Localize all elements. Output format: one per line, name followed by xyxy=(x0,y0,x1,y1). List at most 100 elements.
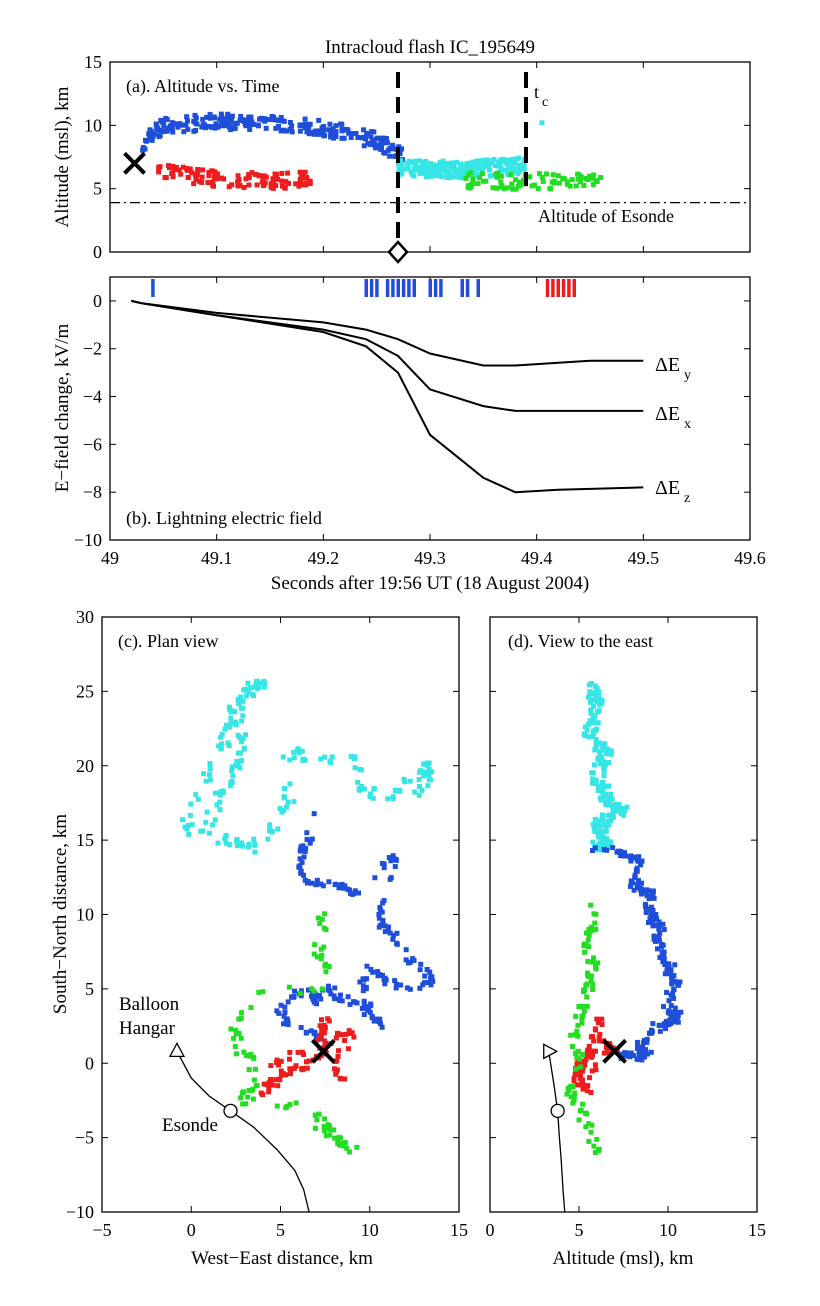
source-point-blue xyxy=(393,981,399,987)
source-point-red xyxy=(275,1083,281,1089)
source-point-cyan xyxy=(327,758,333,764)
source-point-green xyxy=(550,172,556,178)
event-mark-blue xyxy=(375,279,379,297)
source-point-red xyxy=(246,171,252,177)
y-tick-label: −10 xyxy=(66,1202,94,1222)
source-point-blue xyxy=(627,855,633,861)
source-point-blue xyxy=(654,946,660,952)
source-point-blue xyxy=(327,988,333,994)
source-point-cyan xyxy=(235,696,241,702)
source-point-cyan xyxy=(267,826,273,832)
source-point-green xyxy=(578,1004,584,1010)
source-point-cyan xyxy=(203,819,209,825)
source-point-blue xyxy=(341,135,347,141)
source-point-cyan xyxy=(356,786,362,792)
source-point-cyan xyxy=(217,807,223,813)
source-point-green xyxy=(475,181,481,187)
source-point-green xyxy=(580,1013,586,1019)
source-point-blue xyxy=(403,957,409,963)
source-point-cyan xyxy=(212,817,218,823)
source-point-green xyxy=(315,915,321,921)
source-point-cyan xyxy=(469,163,475,169)
source-point-red xyxy=(322,1038,328,1044)
x-axis-label: West−East distance, km xyxy=(191,1248,373,1269)
source-point-green xyxy=(576,1117,582,1123)
source-point-cyan xyxy=(217,789,223,795)
source-point-cyan xyxy=(422,761,428,767)
y-tick-label: −2 xyxy=(83,339,102,359)
source-point-green xyxy=(572,1032,578,1038)
source-point-cyan xyxy=(227,724,233,730)
source-point-blue xyxy=(328,134,334,140)
source-point-cyan xyxy=(291,755,297,761)
source-point-red xyxy=(258,1090,264,1096)
source-point-red xyxy=(211,174,217,180)
source-point-cyan xyxy=(593,781,599,787)
source-point-cyan xyxy=(603,761,609,767)
source-point-green xyxy=(555,173,561,179)
source-point-cyan xyxy=(461,169,467,175)
source-point-blue xyxy=(241,117,247,123)
source-point-cyan xyxy=(417,769,423,775)
x-tick-label: 49.3 xyxy=(414,548,446,568)
source-point-blue xyxy=(193,115,199,121)
source-point-blue xyxy=(318,996,324,1002)
source-point-cyan xyxy=(582,724,588,730)
source-point-blue xyxy=(146,131,152,137)
source-point-blue xyxy=(361,143,367,149)
source-point-cyan xyxy=(246,841,252,847)
source-point-red xyxy=(299,1049,305,1055)
source-point-green xyxy=(241,1089,247,1095)
source-point-cyan xyxy=(539,120,545,126)
source-point-blue xyxy=(369,129,375,135)
event-mark-red xyxy=(551,279,555,297)
source-point-blue xyxy=(278,128,284,134)
source-point-blue xyxy=(619,1051,625,1057)
source-point-blue xyxy=(385,924,391,930)
source-point-cyan xyxy=(233,722,239,728)
source-point-red xyxy=(279,178,285,184)
source-point-blue xyxy=(332,996,338,1002)
source-point-blue xyxy=(371,138,377,144)
source-point-blue xyxy=(297,856,303,862)
source-point-green xyxy=(573,183,579,189)
panel-c-title: (c). Plan view xyxy=(118,631,218,652)
source-point-blue xyxy=(336,996,342,1002)
source-point-blue xyxy=(388,858,394,864)
source-point-red xyxy=(270,181,276,187)
source-point-blue xyxy=(639,1057,645,1063)
source-point-cyan xyxy=(588,707,594,713)
source-point-cyan xyxy=(436,169,442,175)
source-point-cyan xyxy=(419,166,425,172)
source-point-red xyxy=(273,1077,279,1083)
source-point-red xyxy=(336,1031,342,1037)
source-point-cyan xyxy=(269,829,275,835)
source-point-green xyxy=(319,916,325,922)
source-point-blue xyxy=(392,864,398,870)
source-point-cyan xyxy=(595,842,601,848)
source-point-green xyxy=(540,179,546,185)
source-point-blue xyxy=(396,144,402,150)
source-point-cyan xyxy=(425,783,431,789)
source-point-blue xyxy=(326,127,332,133)
y-tick-label: 0 xyxy=(93,242,102,262)
source-point-red xyxy=(318,1031,324,1037)
source-point-blue xyxy=(636,1051,642,1057)
source-point-cyan xyxy=(609,815,615,821)
source-point-cyan xyxy=(596,740,602,746)
source-point-green xyxy=(236,1030,242,1036)
source-point-cyan xyxy=(228,715,234,721)
source-point-cyan xyxy=(348,753,354,759)
source-point-blue xyxy=(328,131,334,137)
esonde-circle xyxy=(550,1103,565,1118)
y-tick-label: −10 xyxy=(74,530,102,550)
panel-b-title: (b). Lightning electric field xyxy=(126,508,322,529)
source-point-cyan xyxy=(355,779,361,785)
source-point-cyan xyxy=(226,704,232,710)
source-point-blue xyxy=(301,854,307,860)
source-point-blue xyxy=(640,1040,646,1046)
source-point-blue xyxy=(388,875,394,881)
event-mark-blue xyxy=(476,279,480,297)
source-point-green xyxy=(578,1107,584,1113)
source-point-cyan xyxy=(300,756,306,762)
